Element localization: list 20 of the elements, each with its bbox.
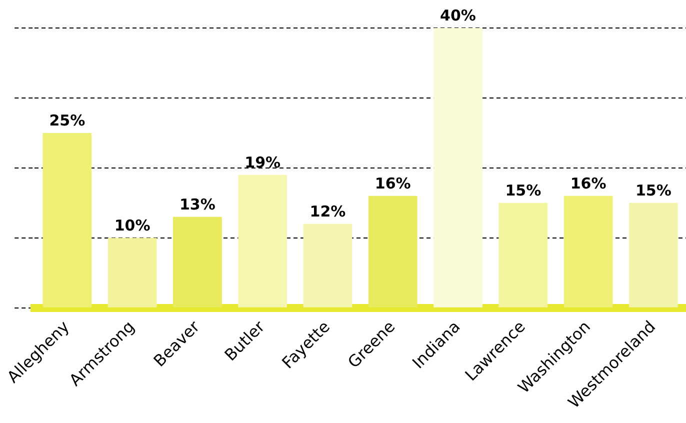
data-label: 16% [570, 174, 606, 192]
data-label: 16% [374, 174, 411, 192]
bar [303, 224, 352, 308]
data-label: 13% [179, 195, 216, 214]
data-label: 10% [114, 216, 150, 234]
data-label: 40% [440, 6, 476, 24]
data-label: 12% [310, 202, 346, 220]
data-label: 25% [49, 111, 86, 130]
bar [108, 238, 157, 308]
bar [629, 202, 678, 308]
bar [173, 216, 222, 308]
bar [434, 28, 482, 308]
bar [42, 132, 92, 308]
data-label: 15% [635, 181, 672, 200]
data-label: 19% [244, 153, 281, 172]
bar [498, 202, 548, 308]
data-label: 15% [505, 181, 542, 200]
bar [368, 196, 418, 308]
bar [564, 196, 613, 308]
bar [238, 174, 288, 308]
